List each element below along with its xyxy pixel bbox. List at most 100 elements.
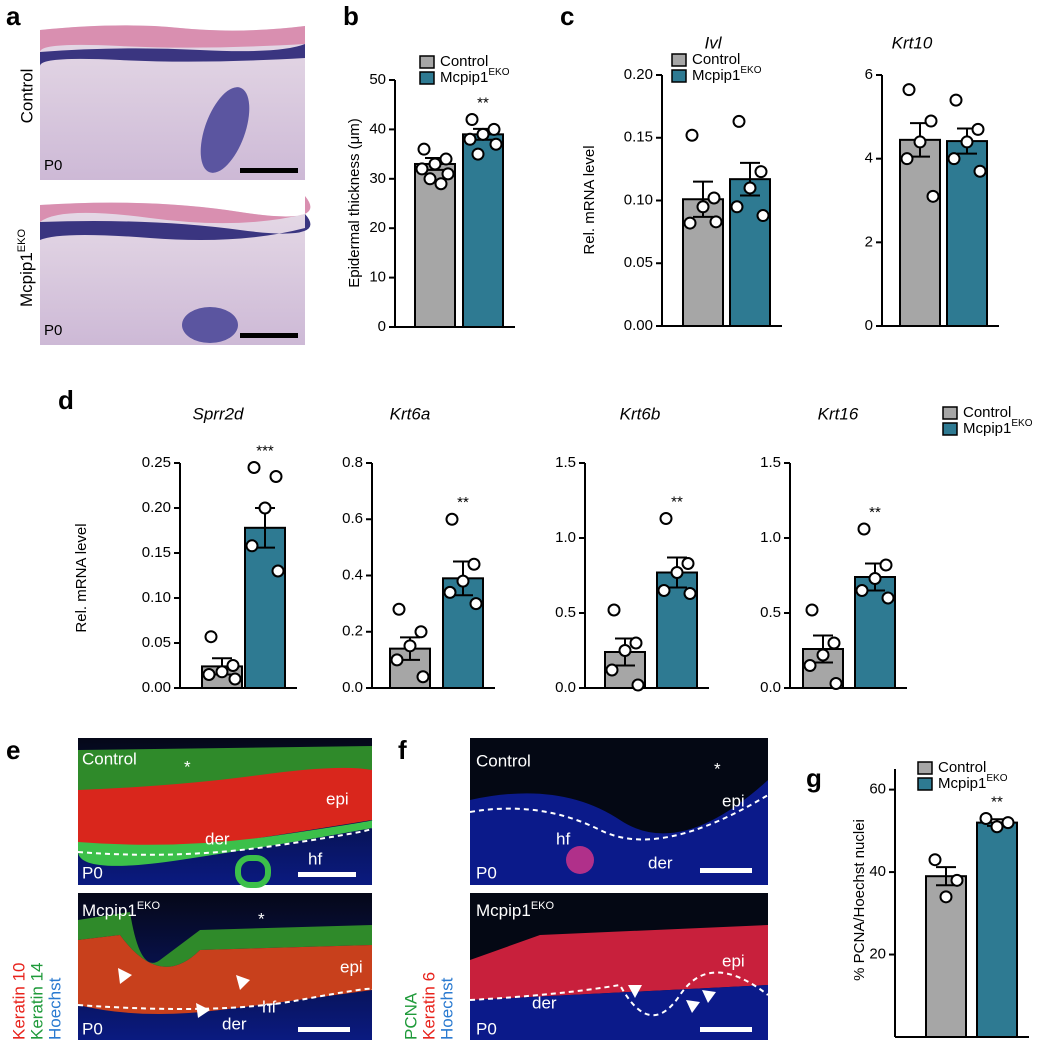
data-point — [683, 216, 697, 230]
data-point — [489, 137, 503, 151]
data-point — [709, 215, 723, 229]
legend-name: Control — [692, 51, 740, 68]
data-point — [868, 572, 882, 585]
y-tick-label: 1.0 — [760, 529, 781, 546]
data-point — [949, 93, 963, 107]
legend-name: Control — [963, 404, 1011, 421]
data-point — [857, 522, 871, 536]
data-point — [939, 890, 953, 904]
chart-title: Sprr2d — [192, 404, 244, 423]
image-star: * — [714, 759, 721, 778]
y-tick-label: 0.2 — [342, 623, 363, 640]
stain-label: Hoechst — [437, 977, 456, 1040]
legend-label: Control — [938, 759, 986, 776]
data-point — [947, 152, 961, 166]
data-point — [971, 122, 985, 136]
data-point — [467, 557, 481, 571]
data-point — [696, 200, 710, 214]
y-tick-label: 0.0 — [555, 679, 576, 696]
data-point — [414, 625, 428, 639]
data-point — [416, 670, 430, 684]
data-point — [973, 164, 987, 178]
data-point — [657, 584, 671, 597]
data-point — [487, 122, 501, 136]
legend-label: Mcpip1EKO — [440, 67, 510, 86]
image-tag: hf — [556, 829, 570, 848]
image-star: * — [184, 757, 191, 776]
image-tag: der — [205, 829, 230, 848]
stage-label: P0 — [82, 1019, 103, 1038]
significance-label: *** — [256, 442, 274, 459]
y-tick-label: 0.20 — [624, 66, 653, 83]
data-point — [707, 191, 721, 205]
panel-letter: a — [6, 1, 21, 31]
legend-swatch — [942, 406, 958, 420]
legend-name: Control — [938, 759, 986, 776]
data-point — [629, 636, 643, 650]
data-point — [756, 209, 770, 223]
image-label: Control — [476, 751, 531, 770]
bar — [462, 133, 504, 328]
chart-title: Krt16 — [818, 404, 859, 423]
fluorescence-image — [469, 738, 769, 1040]
legend-swatch — [917, 777, 933, 791]
legend-sup: EKO — [488, 67, 509, 78]
data-point — [428, 157, 442, 171]
significance-label: ** — [457, 494, 469, 511]
y-tick-label: 20 — [369, 219, 386, 236]
data-point — [659, 512, 673, 525]
data-point — [415, 162, 429, 176]
stain-label: Hoechst — [45, 977, 64, 1040]
data-point — [979, 811, 993, 825]
y-tick-label: 0.5 — [555, 604, 576, 621]
stage-label: P0 — [44, 157, 62, 174]
y-tick-label: 0.4 — [342, 566, 363, 583]
y-tick-label: 0.15 — [624, 129, 653, 146]
data-point — [900, 152, 914, 166]
data-point — [829, 677, 843, 690]
data-point — [258, 501, 272, 515]
significance-label: ** — [991, 793, 1003, 810]
data-point — [631, 678, 645, 692]
image-tag: epi — [722, 791, 745, 810]
data-point — [392, 602, 406, 616]
panel-letter: d — [58, 385, 74, 415]
y-tick-label: 20 — [869, 946, 886, 963]
data-point — [403, 639, 417, 653]
stain-label: Keratin 10 — [9, 963, 28, 1041]
data-point — [924, 114, 938, 128]
image-tag: hf — [308, 849, 322, 868]
image-label: Mcpip1EKO — [82, 900, 160, 921]
data-point — [471, 147, 485, 161]
label-text: Mcpip1 — [17, 252, 36, 307]
legend-name: Control — [440, 53, 488, 70]
y-tick-label: 10 — [369, 269, 386, 286]
y-tick-label: 60 — [869, 781, 886, 798]
image-star: * — [258, 909, 265, 928]
panel-letter: g — [806, 763, 822, 793]
label-sup: EKO — [531, 900, 555, 912]
data-point — [618, 644, 632, 657]
chart-title: Krt6b — [620, 404, 661, 423]
bar — [899, 138, 941, 327]
stage-label: P0 — [82, 863, 103, 882]
y-tick-label: 0 — [865, 317, 873, 334]
y-tick-label: 0.25 — [142, 454, 171, 471]
data-point — [439, 152, 453, 166]
data-point — [902, 83, 916, 97]
y-tick-label: 0.0 — [760, 679, 781, 696]
data-point — [685, 128, 699, 142]
data-point — [926, 189, 940, 203]
data-point — [928, 853, 942, 867]
image-tag: epi — [340, 957, 363, 976]
data-point — [476, 127, 490, 141]
y-axis-label: % PCNA/Hoechst nuclei — [851, 819, 868, 981]
data-point — [465, 113, 479, 127]
y-tick-label: 0.20 — [142, 499, 171, 516]
data-point — [681, 557, 695, 570]
legend-name: Mcpip1 — [963, 420, 1011, 437]
fluorescence-image — [77, 738, 374, 1040]
error-bar — [936, 866, 956, 887]
stage-label: P0 — [476, 863, 497, 882]
